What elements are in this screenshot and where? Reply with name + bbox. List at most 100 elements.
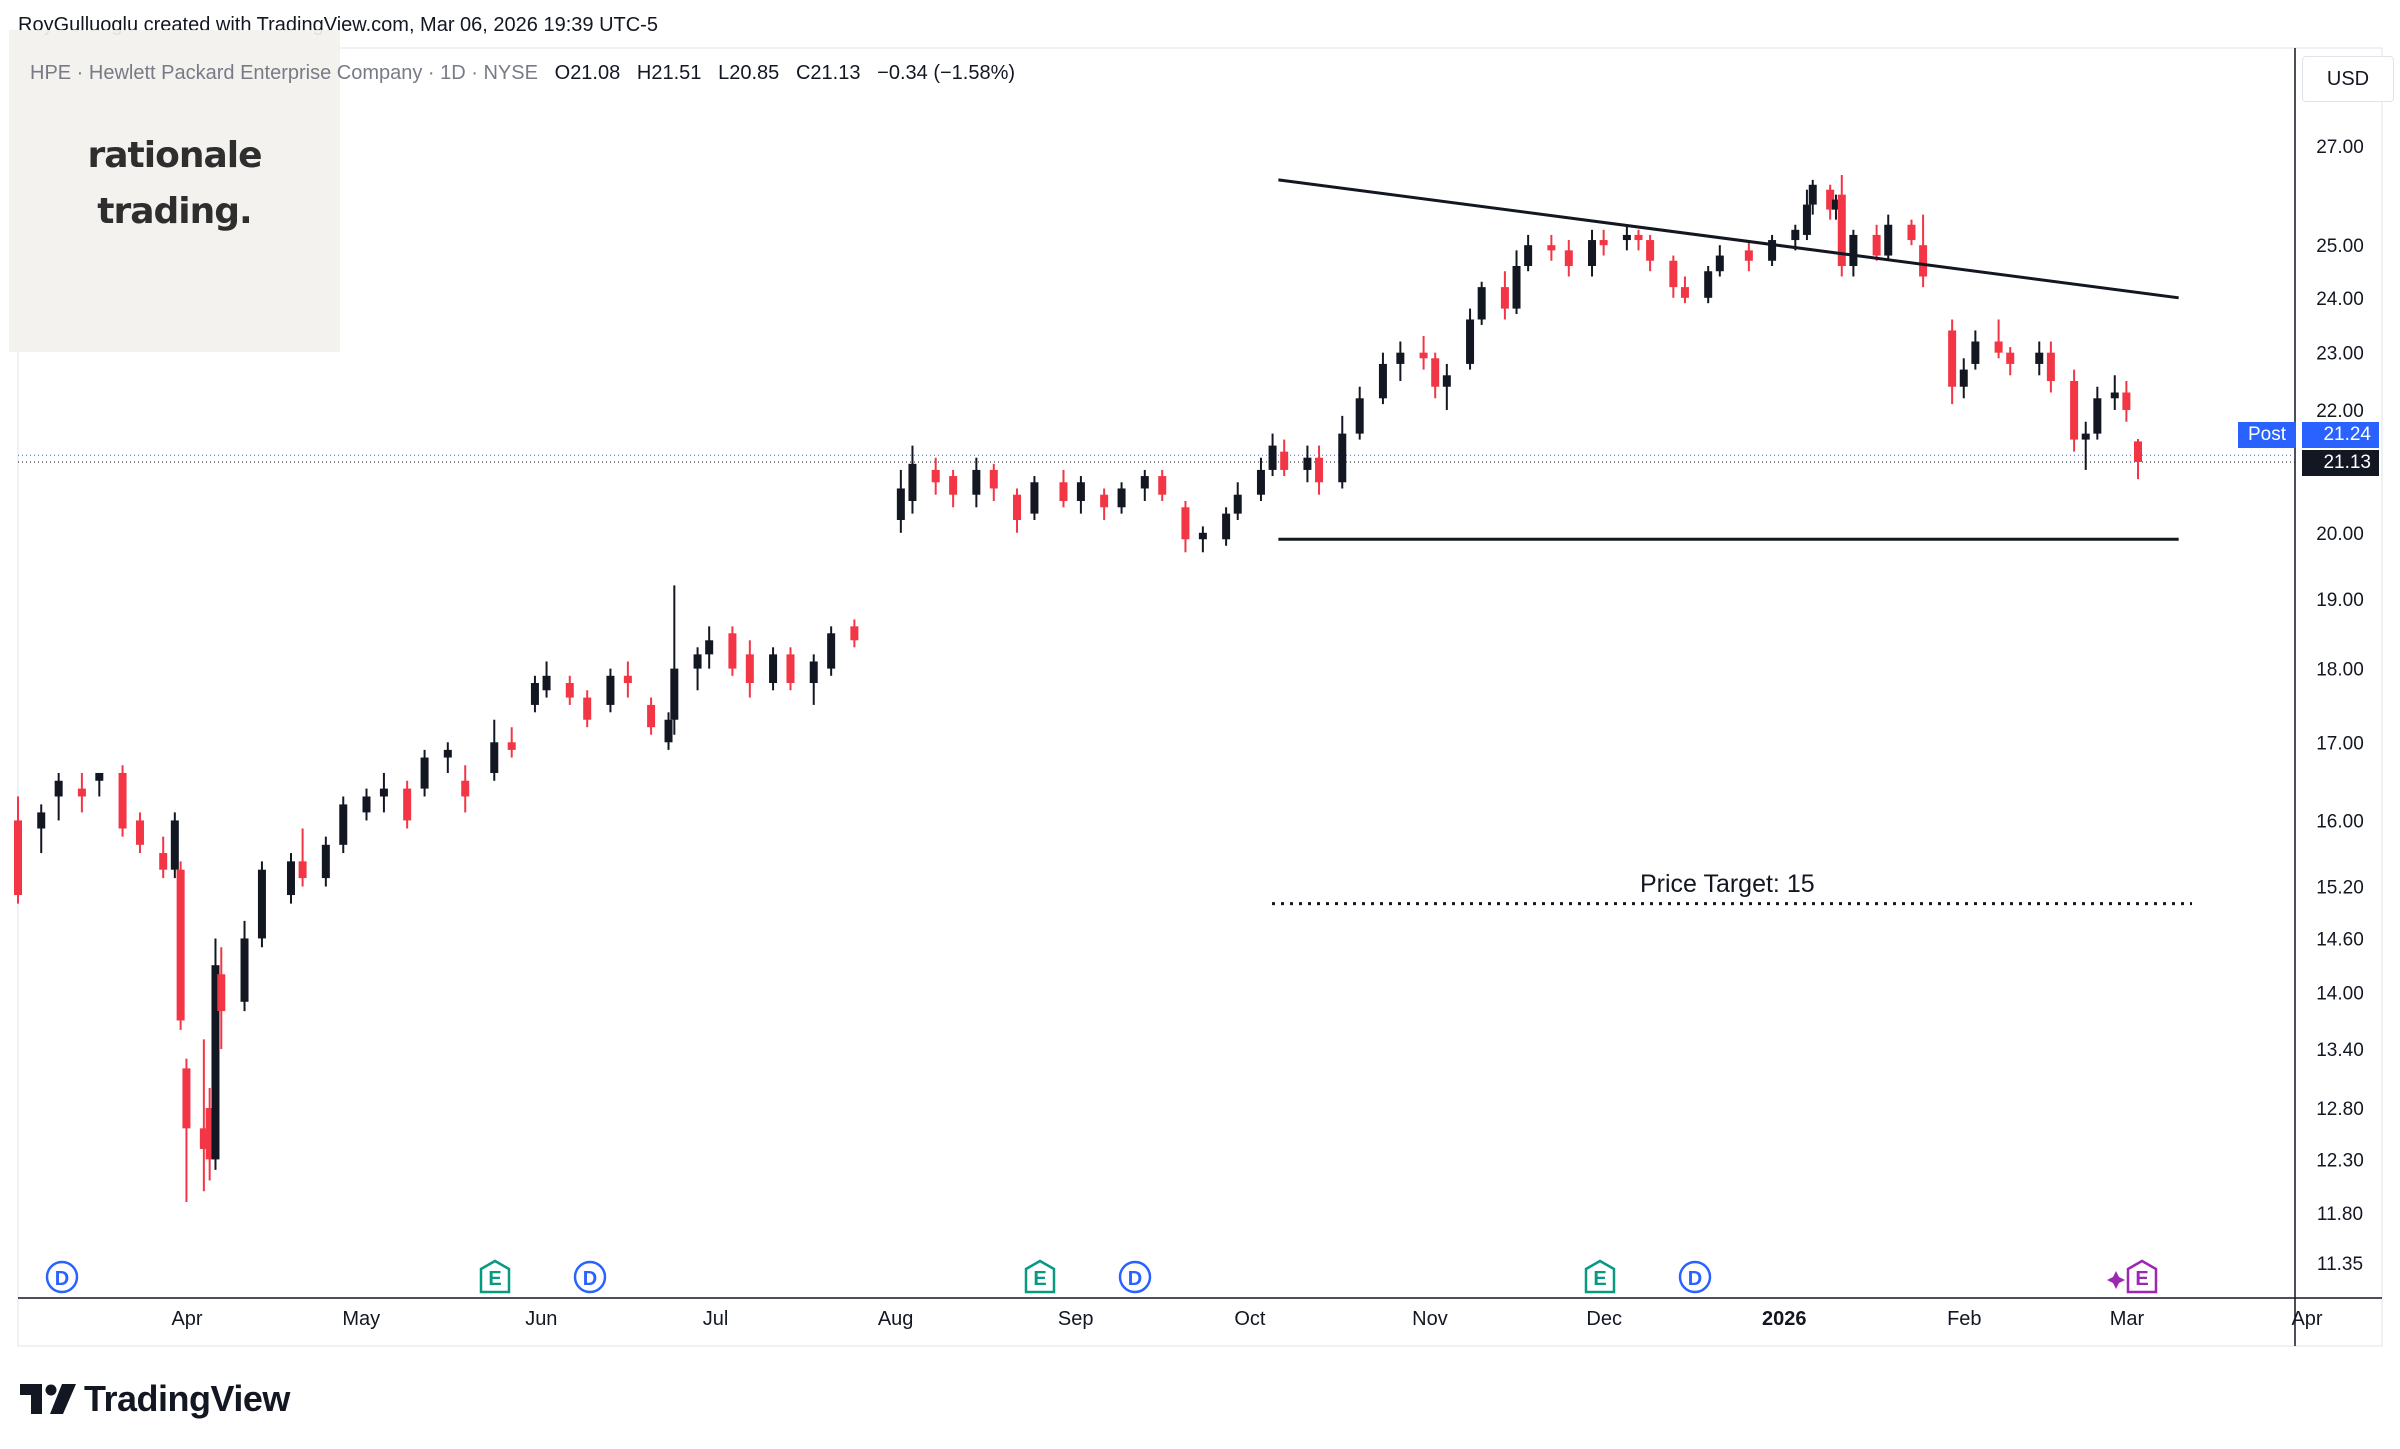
candle-body — [298, 861, 307, 879]
candle-body — [664, 719, 673, 743]
candle-body — [217, 974, 226, 1012]
sparkle-icon — [2107, 1271, 2125, 1289]
candle-body — [972, 469, 981, 495]
candle-body — [118, 772, 127, 829]
candle-body — [1338, 433, 1347, 483]
candle-body — [606, 675, 615, 705]
candle-body — [850, 626, 859, 641]
resistance-trendline — [1278, 178, 2179, 300]
candle-body — [1222, 513, 1231, 540]
y-tick-label: 12.30 — [2316, 1150, 2364, 1171]
candle-body — [14, 820, 22, 896]
change-value: −0.34 (−1.58%) — [877, 62, 1016, 84]
candle-body — [1959, 369, 1968, 387]
symbol-name: HPE · Hewlett Packard Enterprise Company… — [30, 62, 538, 84]
price-target-label[interactable]: Price Target: 15 — [1640, 870, 1815, 898]
candle-body — [647, 704, 656, 728]
y-tick-label: 14.60 — [2316, 929, 2364, 950]
candle-body — [286, 861, 295, 896]
candle-body — [583, 697, 592, 720]
open-label: O — [554, 62, 571, 84]
candle-body — [54, 780, 63, 797]
dividend-circle — [45, 1260, 79, 1294]
x-axis-label: Oct — [1234, 1308, 1266, 1330]
candles-group — [14, 174, 2142, 1203]
y-tick-label: 24.00 — [2316, 289, 2364, 310]
y-tick-label: 11.80 — [2317, 1204, 2363, 1225]
candle-body — [240, 938, 249, 1002]
dividend-marker: D — [1678, 1260, 1712, 1294]
candle-body — [1768, 240, 1777, 261]
earnings-marker: E — [1024, 1259, 1056, 1294]
x-axis-label: 2026 — [1762, 1308, 1807, 1330]
earnings-shape — [1024, 1259, 1056, 1294]
earnings-marker: E — [1584, 1259, 1616, 1294]
candle-body — [1808, 184, 1817, 205]
candle-body — [1198, 532, 1207, 540]
event-marker-label: E — [1593, 1268, 1606, 1290]
x-axis-label: May — [342, 1308, 380, 1330]
y-tick-label: 14.00 — [2316, 984, 2364, 1005]
candle-body — [1013, 494, 1022, 520]
dividend-marker: D — [573, 1260, 607, 1294]
candle-body — [443, 749, 452, 758]
tradingview-logo-text: TradingView — [84, 1378, 290, 1419]
candle-body — [211, 965, 220, 1160]
candle-body — [1831, 199, 1840, 210]
candle-body — [507, 742, 516, 750]
candle-body — [1849, 234, 1858, 266]
candle-body — [321, 844, 330, 879]
candle-body — [1355, 398, 1364, 434]
candle-body — [1181, 507, 1190, 540]
candle-body — [1826, 189, 1835, 210]
event-marker-label: E — [2135, 1268, 2148, 1290]
candle-body — [705, 640, 714, 655]
last-price-badge: 21.13 — [2302, 450, 2379, 476]
candle-body — [2070, 380, 2079, 440]
candle-body — [1280, 451, 1289, 470]
y-tick-label: 20.00 — [2316, 524, 2364, 545]
candle-body — [1100, 494, 1109, 508]
close-value: 21.13 — [810, 62, 861, 84]
candle-body — [1158, 476, 1167, 495]
candle-body — [176, 869, 185, 1021]
high-label: H — [636, 62, 652, 84]
dividend-circle — [1118, 1260, 1152, 1294]
candle-body — [1396, 352, 1405, 364]
x-axis-label: Jul — [703, 1308, 729, 1330]
x-axis-label: Apr — [2291, 1308, 2322, 1330]
candle-body — [2081, 433, 2090, 440]
candle-body — [95, 772, 104, 781]
y-tick-label: 13.40 — [2316, 1040, 2364, 1061]
candle-body — [1634, 234, 1643, 241]
candle-body — [1622, 234, 1631, 241]
brand-line-1: rationale — [87, 135, 262, 176]
candle-body — [896, 488, 905, 520]
x-axis-label: Apr — [171, 1308, 202, 1330]
candle-body — [1919, 245, 1928, 277]
candle-body — [1907, 224, 1916, 241]
candle-body — [1669, 260, 1678, 288]
candle-body — [827, 633, 836, 669]
candle-body — [728, 633, 737, 669]
currency-button[interactable]: USD — [2302, 56, 2394, 102]
candle-body — [1547, 245, 1556, 251]
candle-body — [1076, 482, 1085, 501]
candle-body — [2134, 441, 2142, 462]
candle-body — [1872, 234, 1881, 256]
event-marker-label: E — [488, 1268, 501, 1290]
candle-body — [1802, 204, 1811, 235]
tradingview-logo[interactable]: TradingView — [20, 1378, 290, 1420]
close-label: C — [795, 62, 811, 84]
post-market-label: Post — [2238, 422, 2296, 448]
candle-body — [420, 757, 429, 789]
candle-body — [949, 476, 958, 495]
candle-body — [362, 796, 371, 813]
candle-body — [908, 463, 917, 501]
candle-body — [769, 654, 778, 684]
y-tick-label: 22.00 — [2316, 401, 2364, 422]
candle-body — [989, 469, 998, 489]
symbol-legend: HPE · Hewlett Packard Enterprise Company… — [30, 62, 1015, 85]
post-market-price: 21.24 — [2302, 422, 2379, 448]
